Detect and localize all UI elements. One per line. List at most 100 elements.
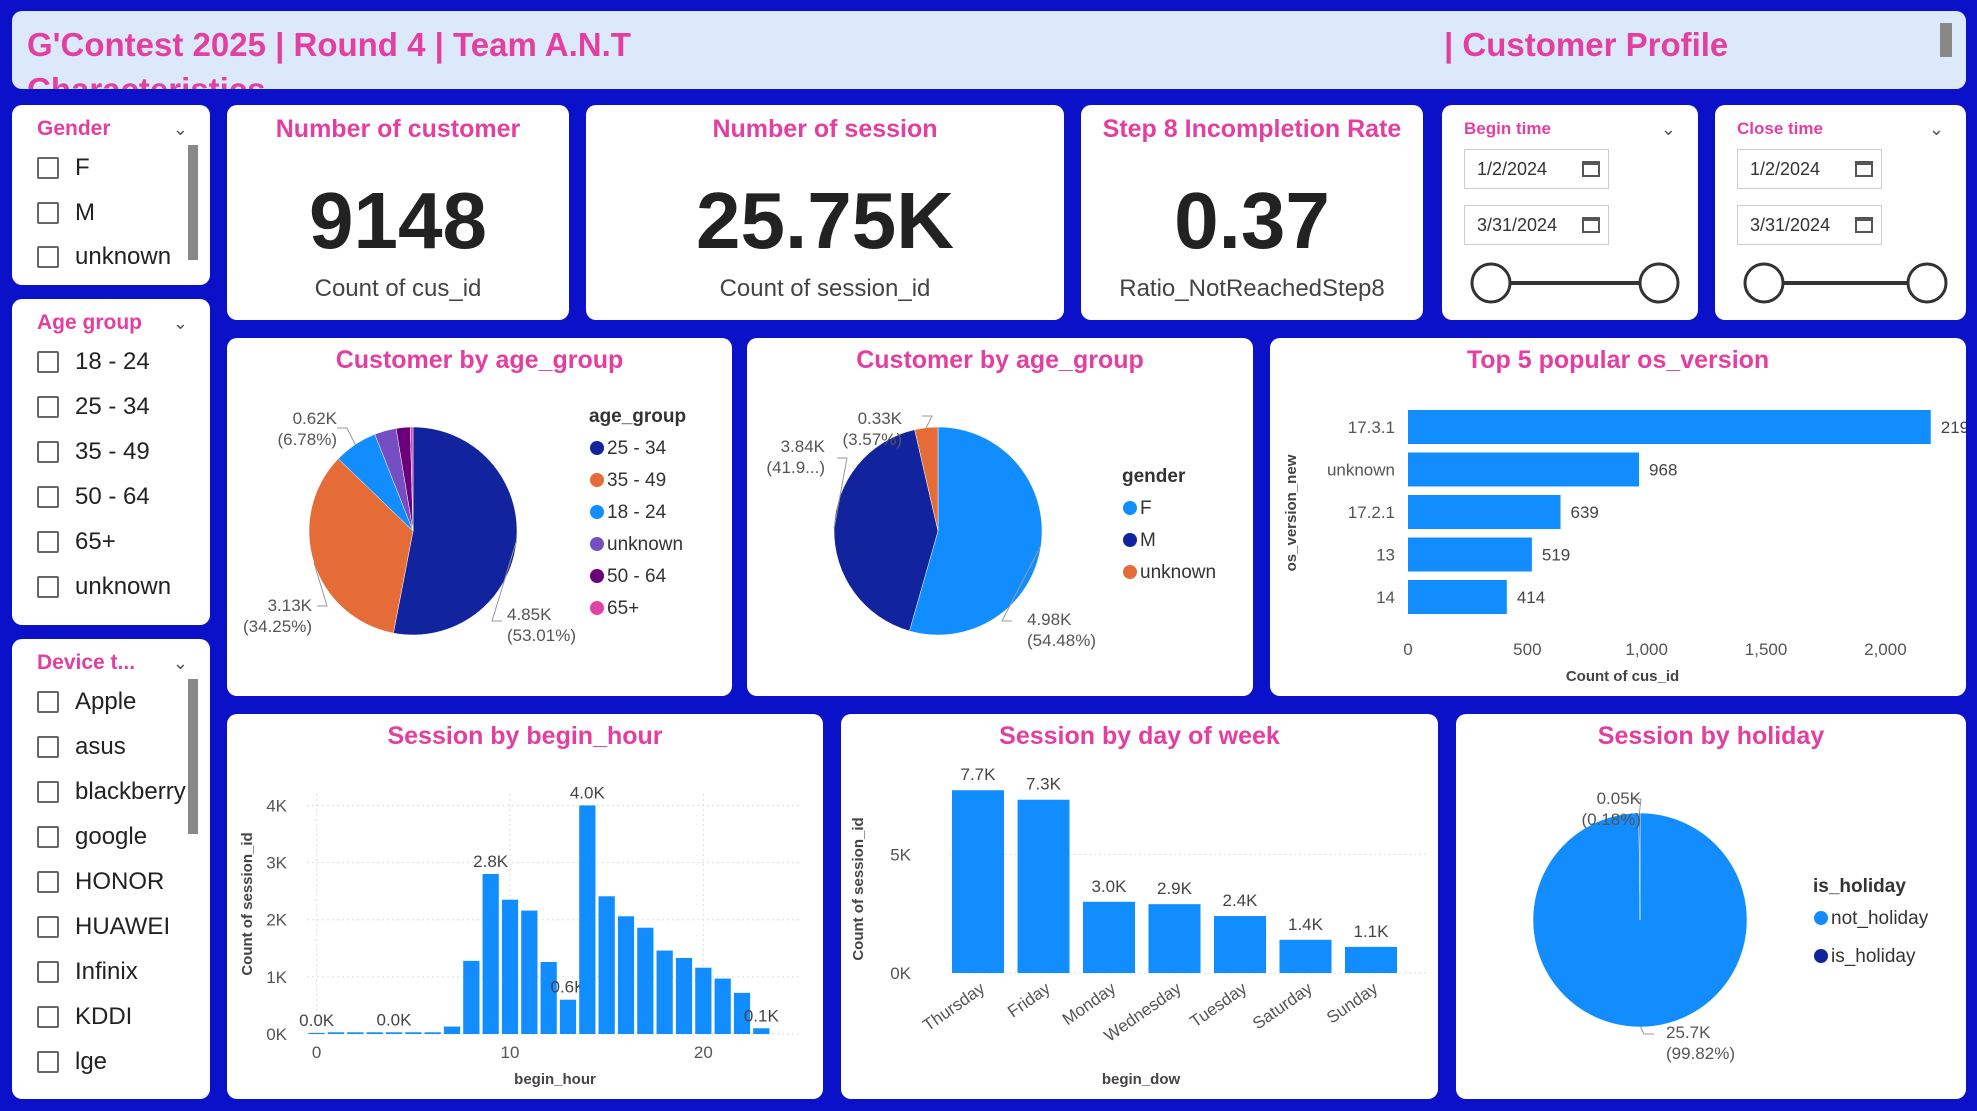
checkbox[interactable] [37, 531, 59, 553]
slice-value-label: 3.84K [781, 437, 826, 456]
bar-friday [1017, 799, 1070, 973]
chevron-down-icon[interactable]: ⌄ [172, 119, 188, 139]
title-scrollbar[interactable] [1940, 23, 1952, 57]
slicer-option-device[interactable]: HONOR [37, 868, 164, 895]
x-axis-label: begin_hour [514, 1071, 596, 1088]
slicer-option-age[interactable]: 25 - 34 [37, 393, 150, 420]
chart-customer-age-group: Customer by age_group 4.85K (53.01%) 3.13K… [227, 338, 732, 696]
begin-start-date-input[interactable]: 1/2/2024 [1464, 149, 1609, 189]
slicer-option-gender-m[interactable]: M [37, 199, 95, 226]
chart-title: Session by holiday [1597, 722, 1825, 750]
kpi-step8: Step 8 Incompletion Rate 0.37 Ratio_NotR… [1081, 105, 1423, 320]
slicer-scrollbar[interactable] [188, 679, 198, 834]
bar-hour-13 [559, 999, 577, 1034]
checkbox[interactable] [37, 576, 59, 598]
slicer-option-device[interactable]: Apple [37, 688, 136, 715]
close-range-slider[interactable] [1715, 253, 1966, 313]
checkbox[interactable] [37, 871, 59, 893]
slicer-option-device[interactable]: google [37, 823, 147, 850]
bar-saturday [1279, 939, 1332, 973]
checkbox[interactable] [37, 1051, 59, 1073]
slicer-option-age[interactable]: 18 - 24 [37, 348, 150, 375]
checkbox[interactable] [37, 781, 59, 803]
slider-handle-end [1638, 262, 1680, 304]
kpi-caption: Count of cus_id [314, 275, 482, 302]
slicer-option-device[interactable]: Infinix [37, 958, 138, 985]
chevron-down-icon[interactable]: ⌄ [1660, 119, 1676, 139]
checkbox[interactable] [37, 351, 59, 373]
calendar-icon[interactable] [1855, 217, 1873, 233]
slicer-option-gender-unknown[interactable]: unknown [37, 243, 171, 270]
close-start-date-input[interactable]: 1/2/2024 [1737, 149, 1882, 189]
bar-17.3.1 [1408, 410, 1931, 444]
bar-value-label: 0.6K [551, 978, 587, 997]
x-tick-label: 2,000 [1864, 640, 1907, 659]
x-tick-label: 500 [1513, 640, 1541, 659]
begin-end-date-input[interactable]: 3/31/2024 [1464, 205, 1609, 245]
kpi-caption: Ratio_NotReachedStep8 [1119, 275, 1385, 302]
chevron-down-icon[interactable]: ⌄ [172, 313, 188, 333]
bar-hour-5 [405, 1032, 422, 1034]
checkbox[interactable] [37, 486, 59, 508]
legend-item: 50 - 64 [607, 566, 667, 587]
bar-value-label: 7.3K [1026, 775, 1062, 794]
y-tick-label: 5K [890, 845, 911, 864]
checkbox[interactable] [37, 396, 59, 418]
device-slicer: Device t... ⌄ Apple asus blackberry goog… [12, 639, 210, 1099]
bar-hour-12 [540, 962, 557, 1034]
slicer-option-device[interactable]: blackberry [37, 778, 186, 805]
checkbox[interactable] [37, 441, 59, 463]
pie-slice-unknown [914, 426, 939, 532]
slicer-option-device[interactable]: asus [37, 733, 126, 760]
slicer-option-age[interactable]: 35 - 49 [37, 438, 150, 465]
checkbox[interactable] [37, 961, 59, 983]
checkbox[interactable] [37, 246, 59, 268]
calendar-icon[interactable] [1582, 161, 1600, 177]
legend-marker [590, 441, 604, 455]
bar-hour-4 [385, 1032, 403, 1034]
slicer-option-device[interactable]: HUAWEI [37, 913, 170, 940]
calendar-icon[interactable] [1855, 161, 1873, 177]
legend-marker [590, 569, 604, 583]
legend-item: unknown [1140, 562, 1216, 583]
begin-range-slider[interactable] [1442, 253, 1698, 313]
slicer-option-age[interactable]: unknown [37, 573, 171, 600]
device-slicer-title: Device t... [37, 651, 136, 674]
x-tick-label: 0 [312, 1043, 321, 1062]
bar-value-label: 0.0K [299, 1011, 335, 1030]
checkbox[interactable] [37, 916, 59, 938]
checkbox[interactable] [37, 826, 59, 848]
slicer-option-device[interactable]: KDDI [37, 1003, 132, 1030]
bar-value-label: 968 [1649, 461, 1677, 480]
slice-leader-line [491, 540, 518, 622]
checkbox[interactable] [37, 1006, 59, 1028]
begin-time-filter: Begin time ⌄ 1/2/2024 3/31/2024 [1442, 105, 1698, 320]
begin-hour-bar-chart: 0K 1K 2K 3K 4K 0 10 20 0.0K 0.0K 2.8K 0.6K 4.0K 0.1K b… [239, 783, 800, 1088]
y-axis-label: os_version_new [1283, 454, 1300, 571]
calendar-icon[interactable] [1582, 217, 1600, 233]
slicer-option-age[interactable]: 65+ [37, 528, 116, 555]
chart-title: Session by begin_hour [387, 722, 663, 750]
slicer-scrollbar[interactable] [188, 145, 198, 260]
checkbox[interactable] [37, 157, 59, 179]
chevron-down-icon[interactable]: ⌄ [172, 653, 188, 673]
x-tick-label: 0 [1403, 640, 1412, 659]
slice-percent-label: (0.18%) [1581, 810, 1641, 829]
bar-value-label: 2190 [1941, 418, 1966, 437]
checkbox[interactable] [37, 691, 59, 713]
slicer-option-device[interactable]: lge [37, 1048, 107, 1075]
checkbox[interactable] [37, 736, 59, 758]
category-label: 13 [1376, 546, 1395, 565]
x-tick-label: Friday [1004, 978, 1054, 1021]
title-bar: G'Contest 2025 | Round 4 | Team A.N.T Ch… [12, 11, 1966, 89]
holiday-pie: 25.7K (99.82%) 0.05K (0.18%) is_holiday not_h… [1532, 789, 1929, 1063]
close-end-date-input[interactable]: 3/31/2024 [1737, 205, 1882, 245]
y-tick-label: 0K [890, 964, 911, 983]
chevron-down-icon[interactable]: ⌄ [1928, 119, 1944, 139]
kpi-value: 0.37 [1174, 176, 1330, 265]
pie-slice-65+ [410, 426, 414, 532]
checkbox[interactable] [37, 202, 59, 224]
slicer-option-age[interactable]: 50 - 64 [37, 483, 150, 510]
slicer-option-gender-f[interactable]: F [37, 154, 90, 181]
bar-hour-11 [521, 910, 538, 1034]
